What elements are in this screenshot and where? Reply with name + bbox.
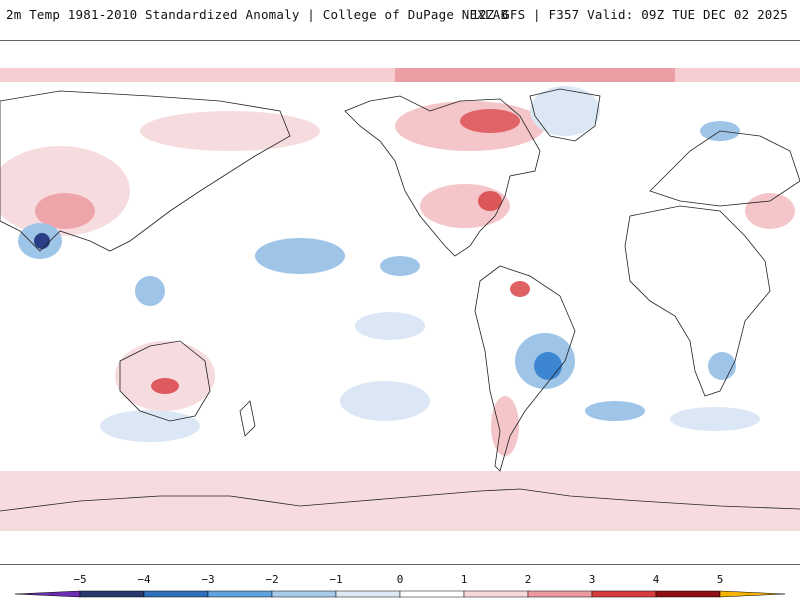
cool-south-indian xyxy=(670,407,760,431)
colorbar-tick-label: 4 xyxy=(652,573,660,586)
coast-europe xyxy=(649,130,800,207)
cool-south-atlantic xyxy=(585,401,645,421)
coast-antarctica xyxy=(0,488,800,512)
colorbar-tick-label: −4 xyxy=(137,573,151,586)
warm-us-east xyxy=(478,191,502,211)
anomaly-shading xyxy=(0,68,800,531)
cool-pacific-south xyxy=(355,312,425,340)
anomaly-map xyxy=(0,40,800,565)
coast-australia xyxy=(119,340,211,422)
colorbar-bin xyxy=(335,590,401,598)
coast-africa xyxy=(624,205,771,397)
colorbar-tick-label: 1 xyxy=(460,573,468,586)
colorbar-tick-label: 3 xyxy=(588,573,596,586)
cool-india-core xyxy=(34,233,50,249)
coast-greenland xyxy=(529,88,601,142)
coast-north-america xyxy=(344,95,541,257)
cool-south-america-core xyxy=(534,352,562,380)
cool-pacific-sw xyxy=(340,381,430,421)
colorbar-tick-label: 5 xyxy=(716,573,724,586)
colorbar-tick-label: −2 xyxy=(265,573,279,586)
run-valid-time: 12Z GFS | F357 Valid: 09Z TUE DEC 02 202… xyxy=(471,7,788,22)
colorbar-tick-label: −5 xyxy=(73,573,87,586)
colorbar-bin xyxy=(143,590,209,598)
warm-australia-strong xyxy=(151,378,179,394)
colorbar-svg xyxy=(14,590,786,598)
warm-band-arctic-strong xyxy=(395,68,675,82)
colorbar-tick-label: −3 xyxy=(201,573,215,586)
warm-europe xyxy=(745,193,795,229)
colorbar-tick-label: −1 xyxy=(329,573,343,586)
warm-australia xyxy=(115,341,215,411)
cool-central-pacific xyxy=(255,238,345,274)
colorbar-bin xyxy=(207,590,273,598)
cool-south-africa xyxy=(708,352,736,380)
colorbar-bin xyxy=(591,590,657,598)
coast-south-america xyxy=(474,265,576,472)
warm-hudson xyxy=(460,109,520,133)
colorbar-bin xyxy=(79,590,145,598)
map-title: 2m Temp 1981-2010 Standardized Anomaly |… xyxy=(6,7,509,22)
coast-asia xyxy=(0,90,291,252)
map-header: 2m Temp 1981-2010 Standardized Anomaly |… xyxy=(0,0,800,40)
warm-siberia xyxy=(140,111,320,151)
colorbar-bin xyxy=(655,590,721,598)
warm-patagonia xyxy=(491,396,519,456)
colorbar-tick-label: 0 xyxy=(396,573,404,586)
cool-se-asia xyxy=(135,276,165,306)
cool-pacific-west xyxy=(100,410,200,442)
colorbar-tick-label: 2 xyxy=(524,573,532,586)
coast-new-zealand xyxy=(239,400,256,437)
warm-venezuela xyxy=(510,281,530,297)
colorbar-bin xyxy=(399,590,465,598)
coastlines xyxy=(0,88,800,512)
warm-asia-strong xyxy=(35,193,95,229)
anomaly-map-svg xyxy=(0,68,800,531)
colorbar-bin xyxy=(271,590,337,598)
colorbar: −5 −4 −3 −2 −1 0 1 2 3 4 5 xyxy=(0,565,800,600)
colorbar-bin xyxy=(463,590,529,598)
colorbar-bin xyxy=(527,590,593,598)
colorbar-above-arrow xyxy=(719,590,786,598)
colorbar-below-arrow xyxy=(14,590,81,598)
warm-band-antarctic xyxy=(0,471,800,531)
cool-pacific-east xyxy=(380,256,420,276)
warm-asia xyxy=(0,146,130,236)
cool-greenland xyxy=(530,86,600,136)
